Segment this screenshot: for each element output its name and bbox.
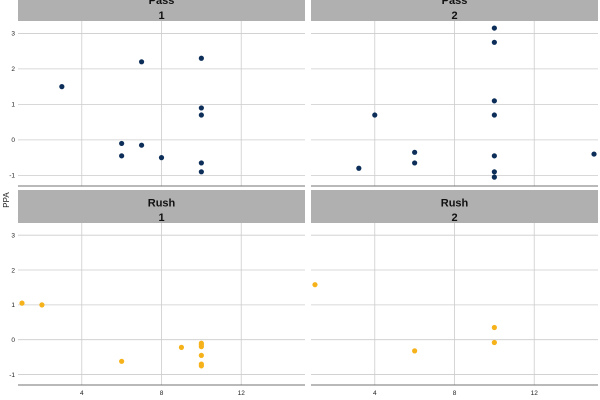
facet-strip-label: 2 bbox=[451, 212, 457, 224]
data-point bbox=[591, 151, 597, 157]
y-axis-title: PPA bbox=[2, 192, 11, 208]
facet-strip bbox=[311, 190, 598, 223]
data-point bbox=[491, 112, 497, 118]
data-point bbox=[491, 169, 497, 175]
data-point bbox=[119, 140, 125, 147]
y-tick-label: -1 bbox=[9, 372, 15, 379]
facet-strip bbox=[311, 0, 598, 21]
data-point bbox=[198, 169, 204, 175]
y-tick-label: 3 bbox=[11, 232, 15, 239]
facet-strip-label: Rush bbox=[148, 198, 176, 210]
data-point bbox=[198, 352, 204, 358]
x-tick-label: 12 bbox=[238, 390, 246, 397]
data-point bbox=[19, 300, 25, 306]
y-tick-label: 1 bbox=[11, 302, 15, 309]
data-point bbox=[198, 112, 204, 118]
facet-strip-label: 1 bbox=[158, 212, 164, 224]
data-point bbox=[491, 324, 497, 331]
facet-strip-label: Pass bbox=[149, 0, 175, 7]
data-point bbox=[491, 174, 497, 180]
facet-strip bbox=[18, 0, 305, 21]
data-point bbox=[198, 344, 204, 350]
y-tick-label: 0 bbox=[11, 137, 15, 144]
data-point bbox=[356, 165, 362, 171]
data-point bbox=[119, 153, 125, 159]
facet-strip-label: 1 bbox=[158, 10, 164, 22]
data-point bbox=[198, 105, 204, 111]
data-point bbox=[138, 59, 145, 65]
y-tick-label: 2 bbox=[11, 66, 15, 73]
facet-strip bbox=[18, 190, 305, 223]
data-point bbox=[178, 344, 185, 350]
y-tick-label: 3 bbox=[11, 31, 15, 38]
facet-panel: Pass 1 -1 0 1 2 3 bbox=[9, 0, 305, 187]
data-point bbox=[412, 348, 418, 354]
x-tick-label: 12 bbox=[531, 390, 539, 397]
x-tick-label: 4 bbox=[373, 390, 377, 397]
facet-panel: Rush 2 4 8 12 bbox=[311, 190, 598, 397]
data-point bbox=[491, 39, 497, 45]
y-tick-label: -1 bbox=[9, 173, 15, 180]
facet-strip-label: Rush bbox=[441, 198, 469, 210]
y-tick-label: 2 bbox=[11, 267, 15, 274]
data-point bbox=[491, 153, 497, 159]
y-tick-label: 0 bbox=[11, 337, 15, 344]
data-point bbox=[491, 98, 497, 104]
data-point bbox=[158, 155, 165, 161]
data-point bbox=[198, 55, 204, 61]
data-point bbox=[198, 160, 204, 166]
x-tick-label: 8 bbox=[160, 390, 164, 397]
x-tick-label: 4 bbox=[80, 390, 84, 397]
data-point bbox=[119, 358, 125, 364]
data-point bbox=[312, 282, 318, 288]
data-point bbox=[491, 339, 497, 346]
facet-panel: Pass 2 bbox=[311, 0, 598, 187]
data-point bbox=[412, 160, 418, 166]
facet-strip-label: 2 bbox=[451, 10, 457, 22]
y-tick-label: 1 bbox=[11, 102, 15, 109]
x-tick-label: 8 bbox=[453, 390, 457, 397]
data-point bbox=[59, 84, 65, 90]
data-point bbox=[198, 363, 204, 369]
data-point bbox=[412, 149, 418, 155]
data-point bbox=[491, 25, 497, 31]
data-point bbox=[372, 112, 378, 118]
data-point bbox=[138, 142, 145, 148]
data-point bbox=[39, 302, 45, 308]
facet-strip-label: Pass bbox=[442, 0, 468, 7]
